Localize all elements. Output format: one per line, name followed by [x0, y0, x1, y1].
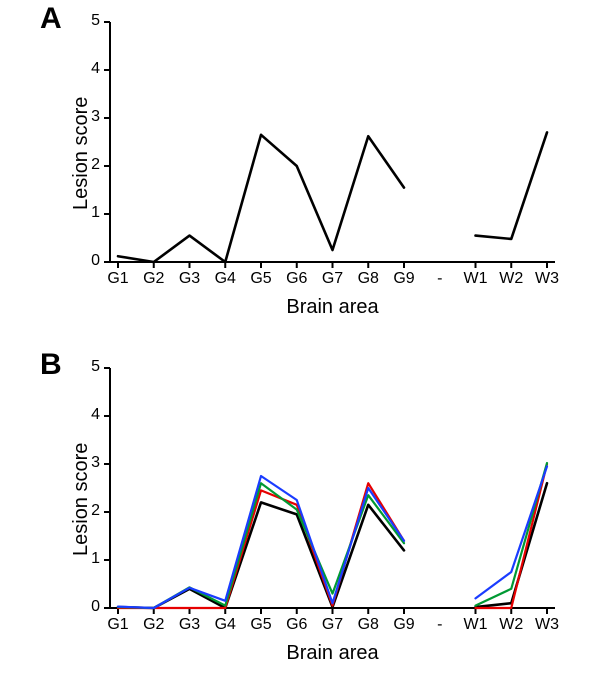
- x-tick-label: G6: [280, 270, 314, 288]
- x-tick-label: G3: [173, 270, 207, 288]
- x-tick-label: G8: [351, 616, 385, 634]
- chart-svg: [110, 22, 555, 262]
- x-tick-label: W2: [494, 270, 528, 288]
- y-tick-label: 3: [76, 108, 100, 126]
- y-tick-label: 5: [76, 12, 100, 30]
- x-tick-label: G1: [101, 616, 135, 634]
- chart-svg: [110, 368, 555, 608]
- x-tick-label: W3: [530, 270, 564, 288]
- y-tick-label: 4: [76, 60, 100, 78]
- x-tick-label: G3: [173, 616, 207, 634]
- y-tick-label: 0: [76, 252, 100, 270]
- x-tick-label: W2: [494, 616, 528, 634]
- x-tick-label: G4: [208, 616, 242, 634]
- x-tick-label: W1: [459, 270, 493, 288]
- plot-area-A: 012345G1G2G3G4G5G6G7G8G9-W1W2W3: [110, 22, 555, 262]
- x-tick-label: G7: [316, 616, 350, 634]
- y-tick-label: 5: [76, 358, 100, 376]
- series-blue: [118, 476, 404, 608]
- x-tick-label: G5: [244, 270, 278, 288]
- x-tick-label: G2: [137, 270, 171, 288]
- x-axis-title-A: Brain area: [110, 296, 555, 319]
- x-tick-label: G9: [387, 270, 421, 288]
- x-tick-label: -: [423, 616, 457, 634]
- series-green: [476, 463, 548, 606]
- y-tick-label: 1: [76, 550, 100, 568]
- series-black: [476, 132, 548, 239]
- x-tick-label: W1: [459, 616, 493, 634]
- y-tick-label: 4: [76, 406, 100, 424]
- x-tick-label: G5: [244, 616, 278, 634]
- x-tick-label: G9: [387, 616, 421, 634]
- x-tick-label: G6: [280, 616, 314, 634]
- x-axis-title-B: Brain area: [110, 642, 555, 665]
- x-tick-label: G1: [101, 270, 135, 288]
- series-black: [118, 502, 404, 608]
- y-tick-label: 2: [76, 502, 100, 520]
- x-tick-label: -: [423, 270, 457, 288]
- panel-label-A: A: [40, 2, 62, 36]
- y-tick-label: 2: [76, 156, 100, 174]
- y-tick-label: 1: [76, 204, 100, 222]
- figure-root: A Lesion score 012345G1G2G3G4G5G6G7G8G9-…: [0, 0, 600, 685]
- y-tick-label: 0: [76, 598, 100, 616]
- y-tick-label: 3: [76, 454, 100, 472]
- x-tick-label: G7: [316, 270, 350, 288]
- x-tick-label: G4: [208, 270, 242, 288]
- x-tick-label: G2: [137, 616, 171, 634]
- x-tick-label: G8: [351, 270, 385, 288]
- x-tick-label: W3: [530, 616, 564, 634]
- series-black: [118, 135, 404, 262]
- panel-label-B: B: [40, 348, 62, 382]
- series-blue: [476, 466, 548, 598]
- plot-area-B: 012345G1G2G3G4G5G6G7G8G9-W1W2W3: [110, 368, 555, 608]
